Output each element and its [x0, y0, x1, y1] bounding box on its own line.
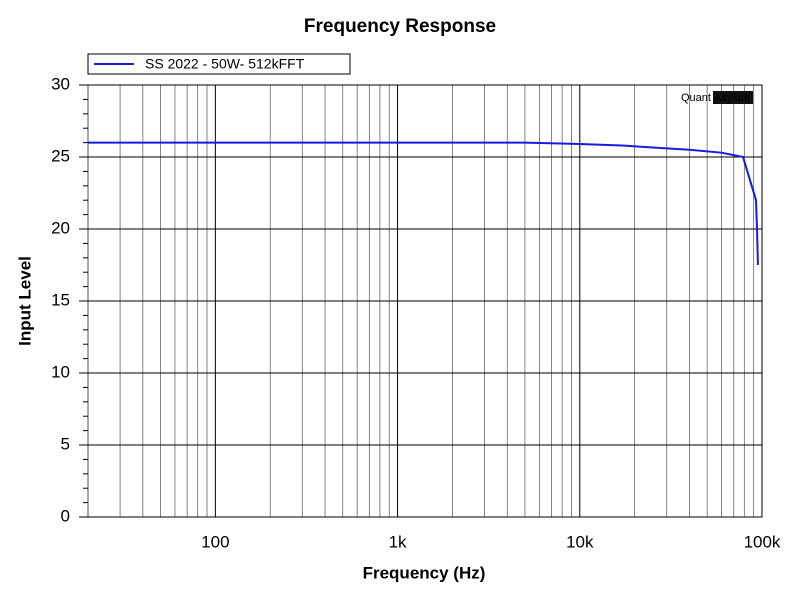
y-tick-label: 10	[51, 362, 70, 381]
watermark: Asylum	[714, 92, 750, 104]
y-tick-label: 5	[61, 434, 70, 453]
x-tick-label: 10k	[566, 532, 594, 551]
x-tick-label: 100k	[744, 532, 781, 551]
legend-box	[87, 53, 351, 75]
chart-title: Frequency Response	[304, 16, 496, 37]
y-tick-label: 20	[51, 218, 70, 237]
y-tick-label: 30	[51, 74, 70, 93]
y-tick-label: 15	[51, 290, 70, 309]
watermark: Quant	[681, 92, 711, 104]
data-line	[88, 141, 759, 266]
x-tick-label: 100	[201, 532, 229, 551]
watermark-box	[713, 91, 753, 104]
x-tick-label: 1k	[389, 532, 407, 551]
x-axis-title: Frequency (Hz)	[363, 563, 486, 582]
legend-label: SS 2022 - 50W- 512kFFT	[145, 56, 305, 72]
y-tick-label: 0	[61, 506, 70, 525]
y-tick-label: 25	[51, 146, 70, 165]
y-axis-title: Input Level	[15, 256, 34, 346]
